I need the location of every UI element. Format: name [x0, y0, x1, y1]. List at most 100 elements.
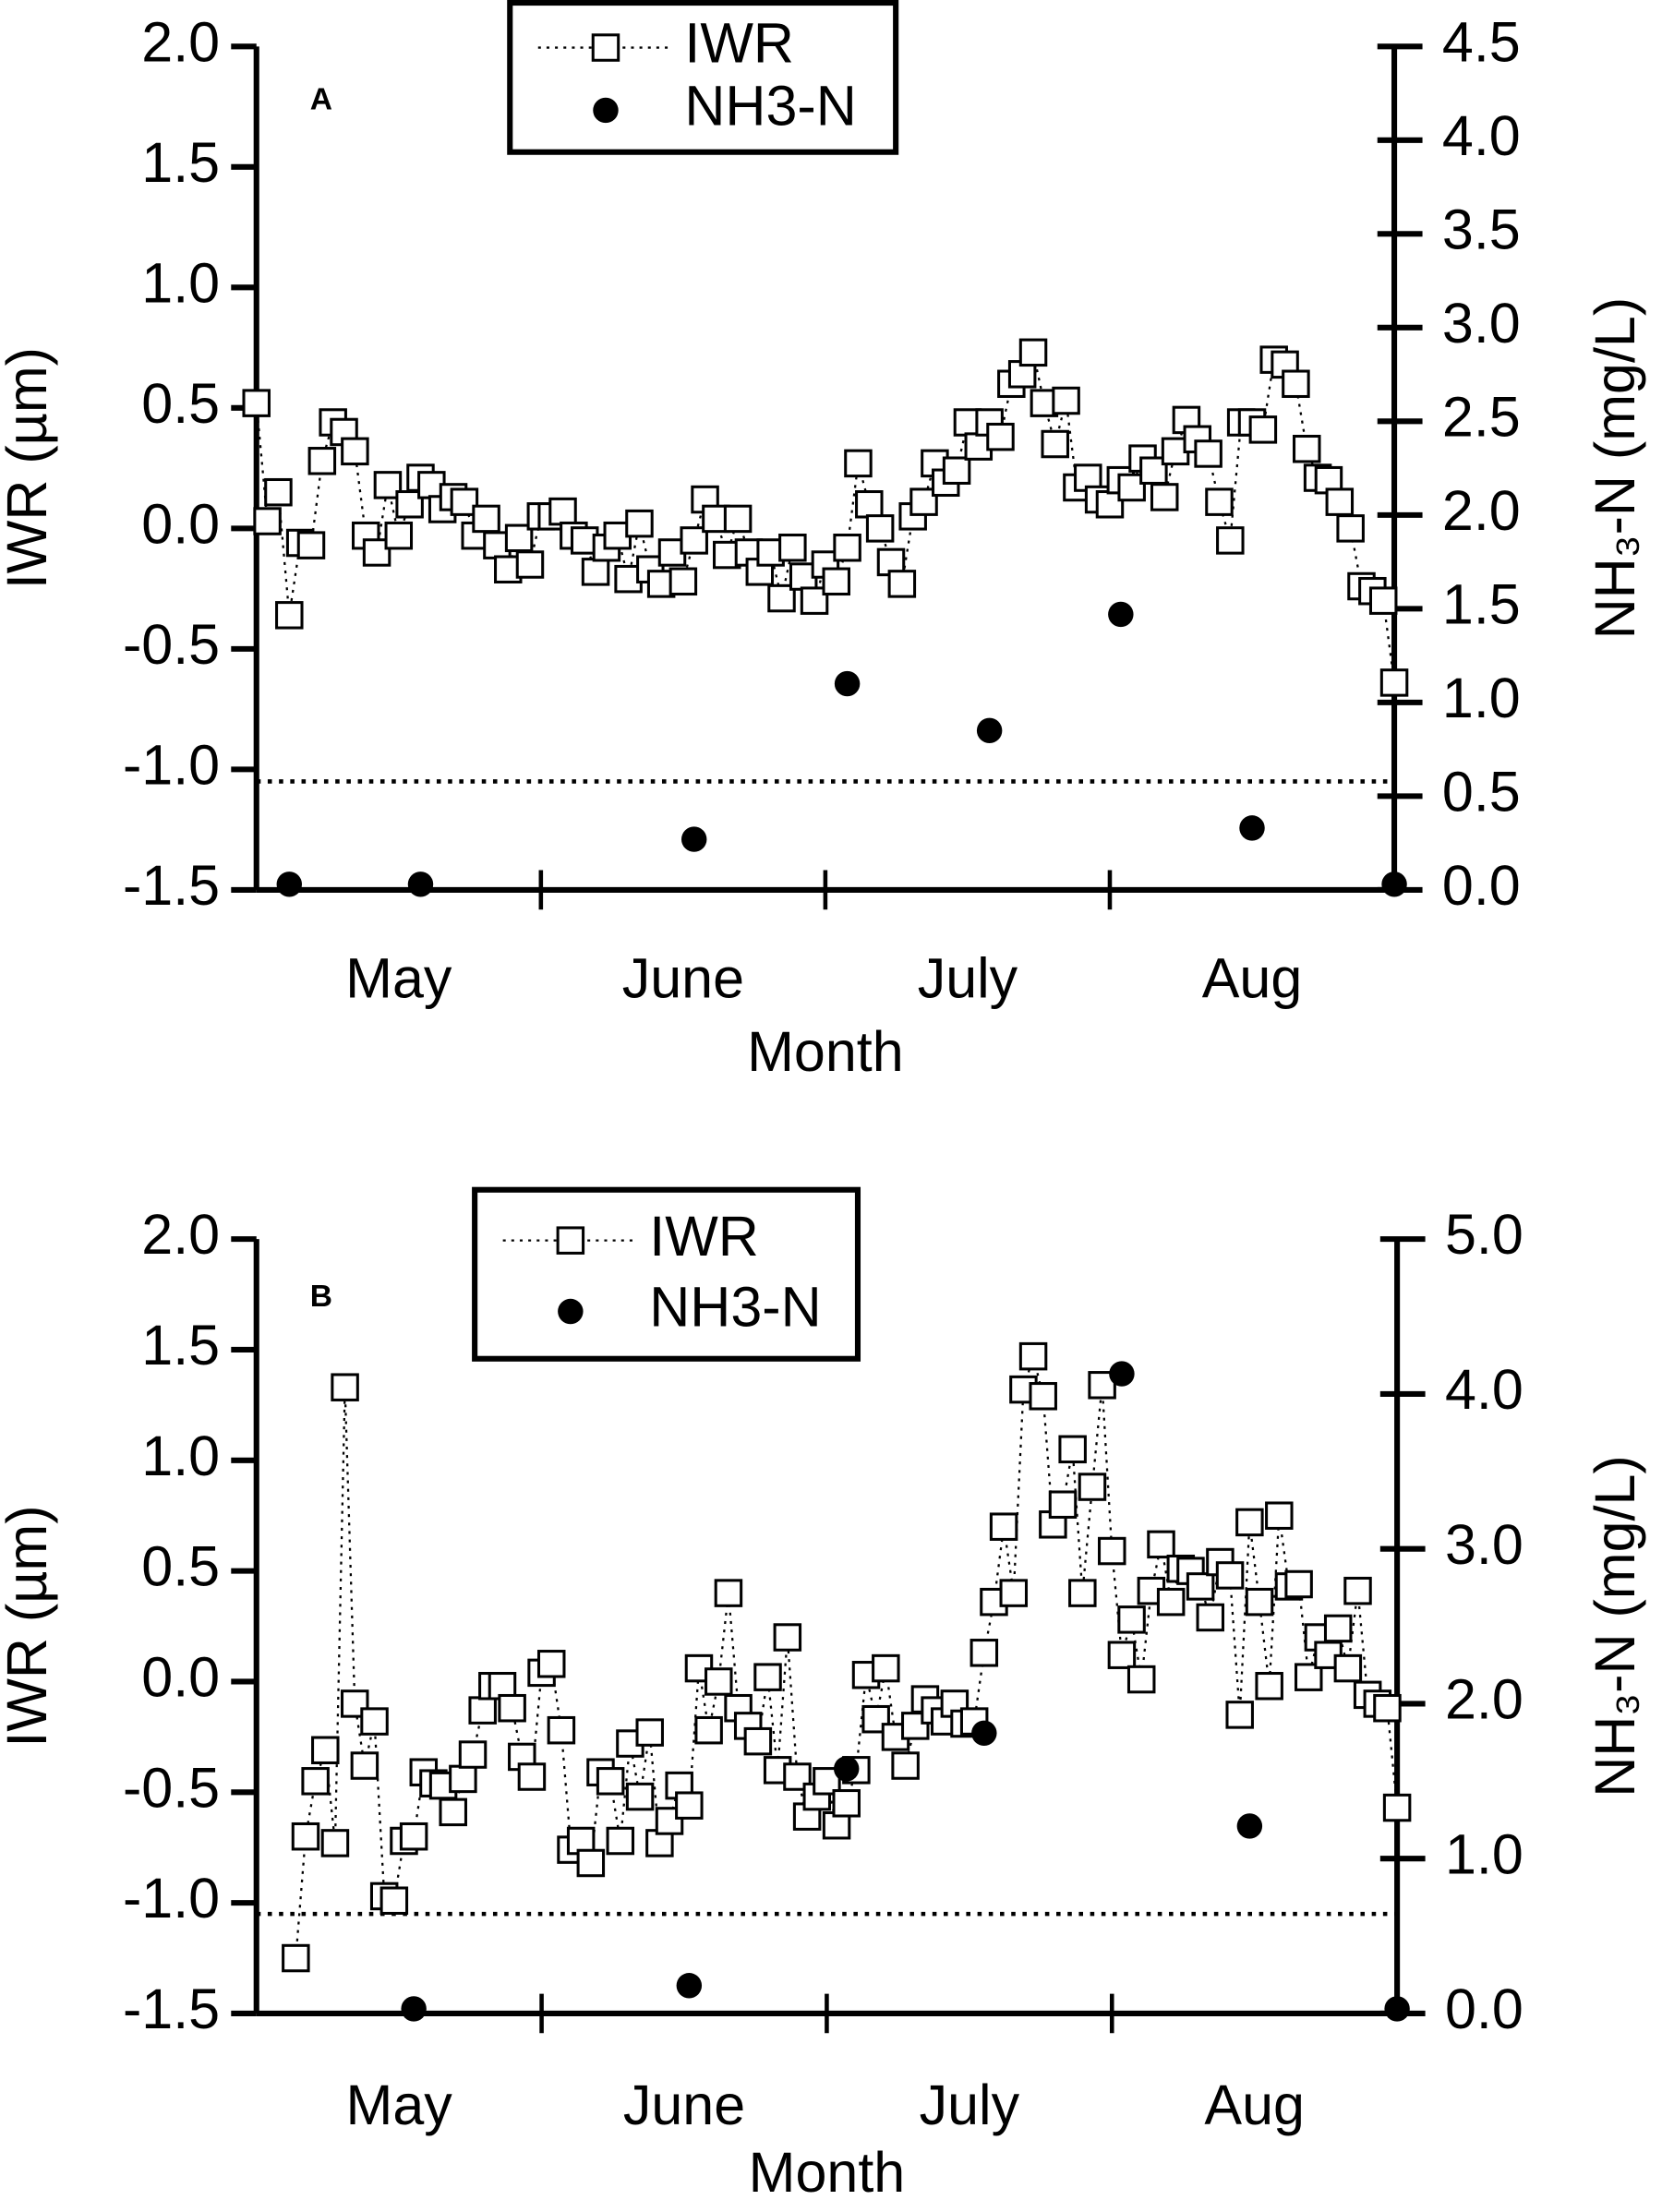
- point: [999, 1579, 1029, 1607]
- point: [301, 1767, 330, 1796]
- point: [276, 872, 303, 897]
- point: [901, 1712, 930, 1740]
- point: [1235, 1508, 1264, 1537]
- y-tick-label: 1.0: [141, 1425, 220, 1487]
- point: [341, 437, 369, 466]
- y-tick-label: 2.0: [141, 1203, 220, 1266]
- point: [1147, 1530, 1175, 1559]
- y-tick-label: 0.0: [141, 1646, 220, 1709]
- point: [472, 504, 500, 534]
- point: [458, 1740, 488, 1769]
- point: [1282, 369, 1310, 399]
- point: [822, 567, 851, 596]
- legend-label: NH3-N: [684, 75, 856, 138]
- point: [1126, 1665, 1156, 1694]
- point: [1078, 1473, 1107, 1501]
- legend-box: [507, 0, 899, 155]
- point: [887, 570, 917, 598]
- y2-tick-label: 0.0: [1445, 1978, 1524, 2040]
- point: [1117, 1605, 1146, 1634]
- y-tick-label: 0.0: [141, 492, 220, 555]
- y2-axis-title: NH₃-N (mg/L): [1584, 1455, 1646, 1797]
- y2-tick-label: 2.0: [1442, 479, 1521, 542]
- point: [1368, 586, 1398, 615]
- point: [833, 533, 861, 562]
- x-tick-label: June: [623, 2074, 745, 2136]
- y-tick-label: 1.5: [141, 131, 220, 194]
- legend-marker: [593, 97, 619, 124]
- point: [986, 422, 1015, 451]
- point: [694, 1715, 723, 1745]
- point: [547, 1715, 576, 1745]
- y2-tick-label: 4.5: [1442, 10, 1521, 73]
- point: [1150, 483, 1179, 511]
- point: [976, 717, 1003, 744]
- point: [311, 1736, 340, 1765]
- y-tick-label: 2.0: [141, 10, 220, 73]
- point: [1379, 668, 1409, 697]
- point: [1236, 1813, 1263, 1839]
- point: [1194, 439, 1222, 468]
- point: [576, 1848, 606, 1878]
- series-line: [295, 1352, 1399, 1959]
- legend-marker: [558, 1298, 584, 1325]
- point: [1239, 815, 1265, 841]
- point: [1381, 872, 1407, 897]
- legend-marker: [556, 1226, 585, 1255]
- point: [282, 1943, 310, 1973]
- point: [242, 389, 271, 417]
- y-tick-label: -1.0: [123, 733, 220, 796]
- point: [401, 1996, 427, 2022]
- point: [834, 670, 861, 697]
- point: [1058, 1435, 1087, 1464]
- point: [399, 1821, 428, 1851]
- point: [1215, 1561, 1245, 1590]
- legend-label: IWR: [684, 12, 794, 75]
- point: [1109, 1361, 1135, 1387]
- point: [264, 477, 293, 507]
- point: [449, 1764, 477, 1794]
- point: [606, 1826, 635, 1856]
- point: [1018, 338, 1048, 367]
- x-axis-title: Month: [749, 2141, 906, 2204]
- series-line: [255, 349, 1396, 683]
- y-axis-title: IWR (µm): [0, 347, 58, 589]
- point: [307, 447, 337, 475]
- point: [872, 1653, 900, 1683]
- point: [379, 1886, 409, 1915]
- panel: -1.5 -1.0 -0.5 0.0 0.5 1.0 1.5 2.0 0.0 1.0 2.0 3.0 4…: [0, 1186, 1646, 2204]
- x-tick-label: July: [920, 2074, 1020, 2136]
- y2-tick-label: 3.0: [1442, 292, 1521, 355]
- point: [753, 1663, 782, 1691]
- point: [1248, 415, 1278, 444]
- point: [340, 1689, 369, 1718]
- point: [1107, 1641, 1137, 1669]
- point: [635, 1718, 664, 1747]
- point: [517, 1762, 547, 1791]
- point: [1265, 1501, 1294, 1530]
- y-tick-label: -1.5: [123, 854, 220, 917]
- y-tick-label: 0.5: [141, 1535, 220, 1598]
- point: [891, 1751, 920, 1780]
- y-tick-label: -0.5: [123, 1756, 220, 1819]
- point: [844, 449, 873, 478]
- point: [1108, 601, 1134, 628]
- point: [1098, 1536, 1126, 1566]
- point: [1384, 1996, 1410, 2022]
- point: [778, 533, 807, 562]
- point: [498, 1693, 526, 1723]
- point: [515, 550, 545, 579]
- point: [833, 1756, 860, 1782]
- point: [536, 1650, 566, 1678]
- y2-tick-label: 2.5: [1442, 385, 1521, 448]
- legend-box: [472, 1186, 861, 1362]
- point: [596, 1767, 625, 1796]
- point: [350, 1751, 379, 1780]
- point: [675, 1791, 704, 1820]
- x-axis-title: Month: [747, 1020, 904, 1083]
- point: [970, 1639, 999, 1667]
- y-tick-label: 1.0: [141, 251, 220, 314]
- point: [832, 1789, 861, 1818]
- y2-tick-label: 1.5: [1442, 572, 1521, 635]
